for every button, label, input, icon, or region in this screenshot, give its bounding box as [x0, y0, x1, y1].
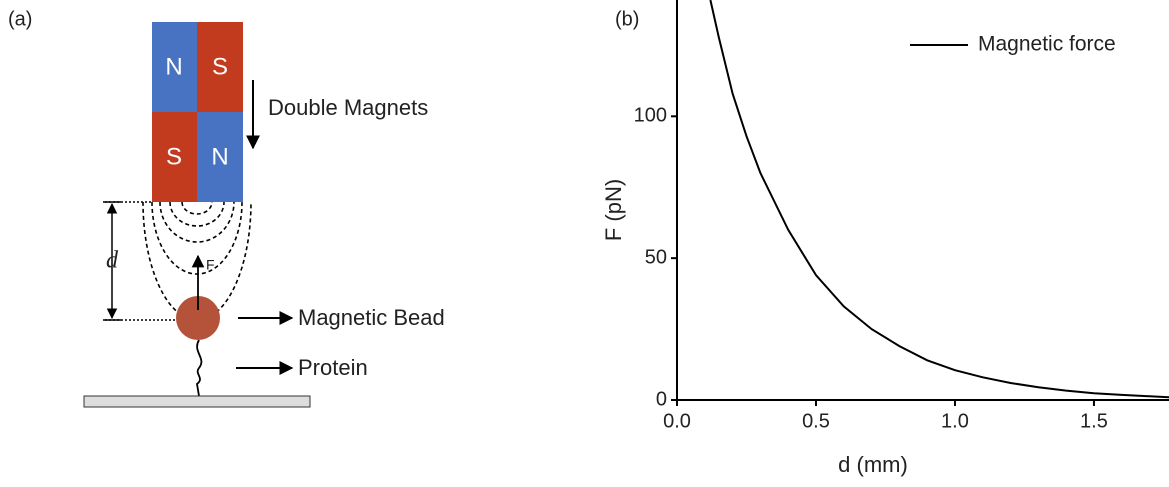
data-line — [709, 0, 1169, 399]
magnet-block — [197, 112, 243, 202]
y-tick-label: 0 — [656, 388, 667, 410]
substrate — [83, 395, 311, 408]
y-axis-label: F (pN) — [601, 179, 626, 241]
pole-label: S — [212, 53, 228, 80]
magnets-label: Double Magnets — [268, 95, 428, 120]
panel-label: (a) — [8, 8, 32, 30]
distance-label: d — [106, 248, 119, 274]
magnet-block — [152, 112, 197, 202]
protein — [196, 339, 203, 397]
field-lines — [142, 201, 252, 321]
x-tick-label: 0.0 — [663, 410, 691, 432]
magnet-block — [197, 22, 243, 112]
pole-label: N — [211, 143, 228, 170]
pole-label: S — [166, 143, 182, 170]
magnet-block — [152, 22, 197, 112]
panel-b: (b) 0 50 100 0.0 0.5 1.0 1.5 d (mm) F (pN) Magnet… — [601, 0, 1169, 477]
legend-label: Magnetic force — [978, 33, 1116, 56]
x-axis-label: d (mm) — [838, 452, 908, 477]
x-tick-label: 1.0 — [941, 410, 969, 432]
protein-label: Protein — [298, 355, 368, 380]
panel-a: (a) N S S N Double Magnets d F Magnetic … — [8, 8, 445, 408]
y-tick-label: 100 — [634, 105, 667, 127]
panel-label: (b) — [615, 8, 639, 30]
bead-label: Magnetic Bead — [298, 305, 445, 330]
y-tick-label: 50 — [645, 246, 667, 268]
x-tick-label: 0.5 — [802, 410, 830, 432]
pole-label: N — [165, 53, 182, 80]
bead — [176, 296, 220, 340]
x-tick-label: 1.5 — [1080, 410, 1108, 432]
force-label: F — [206, 257, 215, 273]
